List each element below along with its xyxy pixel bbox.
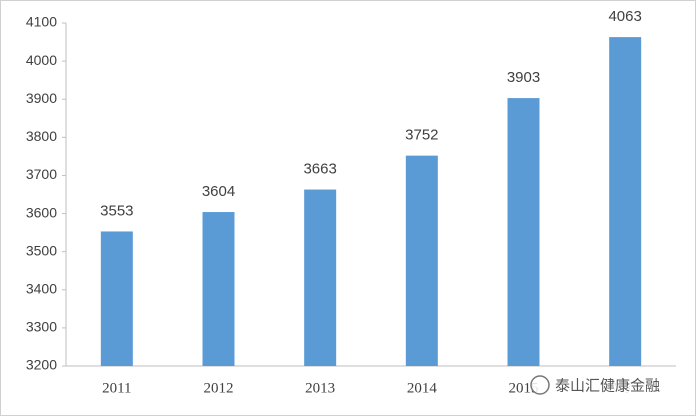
y-tick-label: 4100 xyxy=(26,14,57,30)
y-tick-label: 3900 xyxy=(26,90,57,106)
x-tick-label: 2012 xyxy=(204,380,234,396)
x-tick-label: 2016 xyxy=(610,380,641,396)
y-tick-label: 3700 xyxy=(26,166,57,182)
y-tick-label: 3400 xyxy=(26,280,57,296)
bar xyxy=(304,189,337,366)
data-label: 3903 xyxy=(507,69,540,86)
x-tick-label: 2013 xyxy=(305,380,335,396)
watermark-text: 泰山汇健康金融 xyxy=(555,377,660,395)
bar xyxy=(507,98,540,366)
bar xyxy=(202,212,235,366)
x-tick-label: 2011 xyxy=(102,380,131,396)
data-label: 3604 xyxy=(202,183,235,200)
y-tick-label: 3200 xyxy=(26,357,57,373)
data-label: 4063 xyxy=(608,8,641,25)
y-tick-label: 4000 xyxy=(26,52,57,68)
watermark-icon xyxy=(530,375,550,395)
bar xyxy=(100,231,133,366)
y-tick-label: 3300 xyxy=(26,319,57,335)
y-tick-label: 3800 xyxy=(26,128,57,144)
y-tick-label: 3600 xyxy=(26,204,57,220)
x-tick-label: 2014 xyxy=(407,380,438,396)
y-tick-label: 3500 xyxy=(26,242,57,258)
bar xyxy=(405,155,438,366)
data-label: 3553 xyxy=(100,202,133,219)
data-label: 3663 xyxy=(303,161,336,178)
bar xyxy=(609,37,642,367)
data-label: 3752 xyxy=(405,127,438,144)
